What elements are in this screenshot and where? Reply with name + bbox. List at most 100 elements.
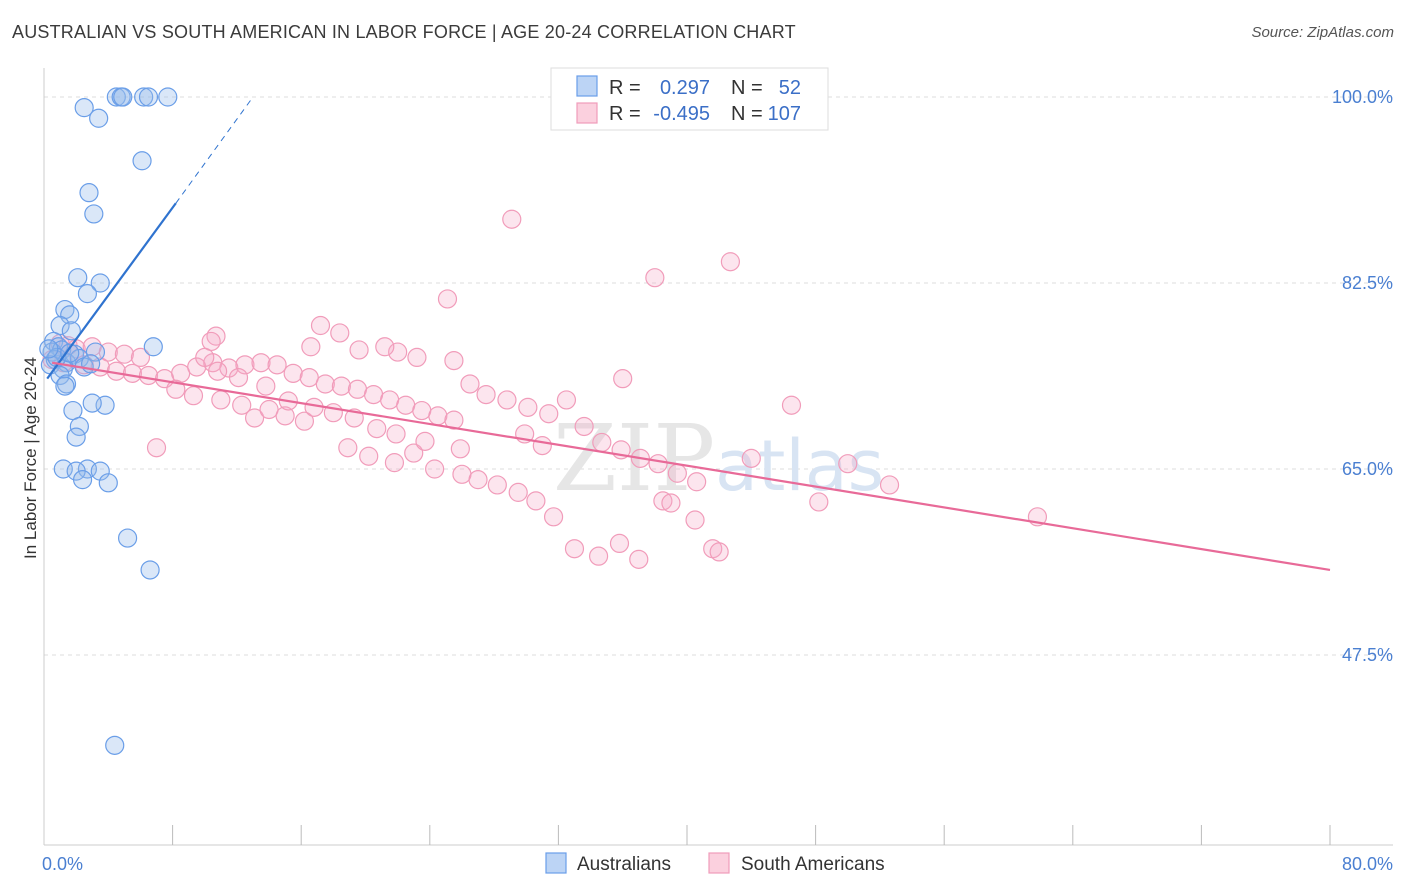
south-american-point (315, 374, 335, 394)
legend-n-value-south-americans: 107 (768, 103, 801, 125)
south-american-point (138, 365, 159, 386)
australians-points (39, 87, 178, 755)
south-american-point (384, 453, 405, 473)
south-americans-trend-line (51, 361, 1331, 572)
australian-point (84, 204, 104, 224)
south-american-point (592, 432, 612, 453)
australian-point (89, 108, 109, 128)
australian-point (77, 284, 98, 304)
south-american-point (687, 472, 707, 492)
south-american-point (195, 347, 215, 367)
south-american-point (487, 475, 507, 495)
south-american-point (228, 367, 249, 388)
south-american-point (450, 439, 470, 459)
y-tick-label: 65.0% (1342, 459, 1393, 479)
axes (43, 68, 1393, 846)
south-american-point (208, 361, 228, 381)
south-american-point (294, 411, 315, 431)
south-american-point (375, 337, 395, 357)
south-american-point (267, 355, 287, 375)
south-american-point (114, 344, 134, 364)
south-american-point (299, 367, 319, 388)
legend-r-value-australians: 0.297 (660, 77, 710, 99)
south-american-point (283, 363, 303, 383)
south-american-point (508, 482, 528, 502)
south-american-point (232, 395, 252, 415)
south-american-point (497, 390, 517, 410)
australian-point (61, 321, 81, 341)
south-american-point (476, 385, 496, 405)
south-american-point (310, 315, 331, 336)
south-american-point (367, 419, 387, 439)
south-american-point (648, 454, 668, 474)
south-american-point (809, 492, 829, 512)
south-american-point (653, 491, 673, 511)
south-american-point (539, 404, 559, 424)
australian-point (134, 87, 154, 107)
south-american-point (709, 542, 729, 562)
australian-point (140, 560, 160, 580)
south-american-point (386, 424, 406, 444)
australian-point (60, 305, 80, 325)
south-american-point (251, 353, 271, 373)
south-american-point (543, 507, 564, 527)
south-american-point (574, 416, 594, 437)
south-americans-points (42, 209, 1048, 569)
australian-point (85, 342, 106, 362)
south-american-point (338, 438, 358, 458)
south-american-point (396, 395, 416, 415)
south-american-point (460, 374, 480, 394)
south-american-point (720, 252, 741, 272)
south-american-point (183, 386, 204, 406)
south-american-point (667, 463, 687, 483)
south-american-point (437, 289, 458, 309)
australian-point (39, 339, 59, 359)
south-american-point (613, 369, 633, 389)
south-american-point (211, 390, 231, 410)
south-american-point (166, 379, 186, 399)
south-american-point (502, 209, 522, 229)
south-american-point (259, 399, 279, 420)
australian-point (90, 273, 110, 293)
australian-point (106, 87, 126, 107)
y-axis-label: In Labor Force | Age 20-24 (21, 357, 40, 559)
australian-point (132, 151, 152, 171)
australian-point (113, 87, 133, 107)
australian-point (72, 470, 93, 490)
south-american-point (412, 400, 432, 421)
stats-legend: R = 0.297 N = 52 R = -0.495 N = 107 (550, 67, 829, 131)
south-american-point (526, 491, 546, 511)
south-american-point (146, 438, 167, 458)
australian-point (158, 87, 178, 107)
australian-point (138, 87, 159, 107)
y-tick-labels: 47.5% 65.0% 82.5% 100.0% (1332, 87, 1393, 665)
south-american-point (347, 379, 368, 399)
south-american-point (244, 408, 265, 428)
south-american-point (388, 342, 408, 362)
australian-point (143, 337, 163, 357)
chart-title: AUSTRALIAN VS SOUTH AMERICAN IN LABOR FO… (12, 22, 796, 42)
south-american-point (171, 363, 191, 383)
australians-trend-extension (175, 96, 254, 204)
watermark: ZIP atlas (553, 405, 884, 512)
legend-swatch-australians (576, 75, 598, 97)
south-american-point (301, 337, 321, 357)
south-american-point (304, 397, 324, 417)
south-american-point (588, 546, 609, 566)
australian-point (74, 98, 94, 118)
australian-point (68, 268, 88, 288)
legend-n-label-south-americans: N = (731, 103, 763, 125)
south-american-point (781, 395, 802, 415)
australian-point (66, 427, 86, 447)
south-american-point (741, 448, 761, 468)
south-american-point (518, 397, 538, 417)
series-legend: Australians South Americans (545, 852, 885, 875)
australian-point (55, 376, 75, 396)
australian-point (98, 473, 118, 493)
australian-point (79, 183, 99, 203)
australian-point (69, 416, 89, 437)
y-tick-label: 47.5% (1342, 645, 1393, 665)
watermark-zip: ZIP (553, 405, 715, 512)
south-american-point (201, 331, 221, 352)
south-american-point (330, 323, 350, 343)
